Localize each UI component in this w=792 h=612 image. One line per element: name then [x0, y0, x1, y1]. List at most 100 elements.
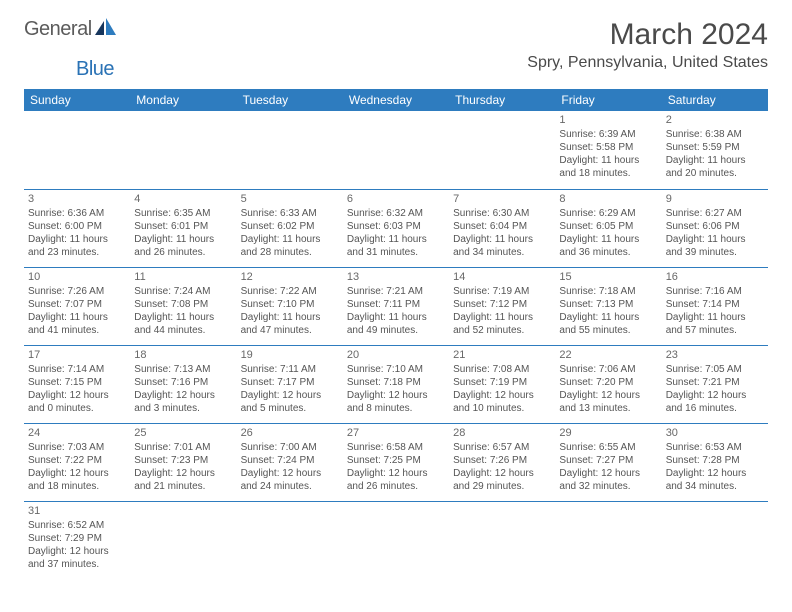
- cell-line: Daylight: 12 hours: [241, 389, 339, 402]
- cell-line: Daylight: 11 hours: [453, 233, 551, 246]
- calendar-cell: 6Sunrise: 6:32 AMSunset: 6:03 PMDaylight…: [343, 189, 449, 267]
- cell-line: Sunrise: 7:19 AM: [453, 285, 551, 298]
- cell-line: Sunset: 7:23 PM: [134, 454, 232, 467]
- cell-line: Daylight: 11 hours: [347, 233, 445, 246]
- brand-logo: General: [24, 18, 119, 41]
- cell-line: Daylight: 11 hours: [559, 154, 657, 167]
- cell-line: and 55 minutes.: [559, 324, 657, 337]
- weekday-header: Saturday: [662, 89, 768, 111]
- cell-line: Sunset: 7:22 PM: [28, 454, 126, 467]
- calendar-cell: 21Sunrise: 7:08 AMSunset: 7:19 PMDayligh…: [449, 345, 555, 423]
- cell-line: Sunset: 7:26 PM: [453, 454, 551, 467]
- calendar-cell: [449, 111, 555, 189]
- calendar-cell: 1Sunrise: 6:39 AMSunset: 5:58 PMDaylight…: [555, 111, 661, 189]
- calendar-week-row: 1Sunrise: 6:39 AMSunset: 5:58 PMDaylight…: [24, 111, 768, 189]
- cell-line: Daylight: 12 hours: [559, 467, 657, 480]
- cell-line: Sunset: 6:04 PM: [453, 220, 551, 233]
- calendar-cell: [662, 501, 768, 579]
- cell-line: Daylight: 11 hours: [347, 311, 445, 324]
- day-number: 12: [241, 270, 339, 284]
- day-number: 22: [559, 348, 657, 362]
- cell-line: Sunset: 7:17 PM: [241, 376, 339, 389]
- calendar-cell: 31Sunrise: 6:52 AMSunset: 7:29 PMDayligh…: [24, 501, 130, 579]
- weekday-header: Tuesday: [237, 89, 343, 111]
- day-number: 31: [28, 504, 126, 518]
- cell-line: Daylight: 11 hours: [559, 311, 657, 324]
- cell-line: and 10 minutes.: [453, 402, 551, 415]
- calendar-cell: [130, 501, 236, 579]
- cell-line: and 8 minutes.: [347, 402, 445, 415]
- cell-line: Sunset: 6:05 PM: [559, 220, 657, 233]
- calendar-cell: 29Sunrise: 6:55 AMSunset: 7:27 PMDayligh…: [555, 423, 661, 501]
- calendar-cell: 20Sunrise: 7:10 AMSunset: 7:18 PMDayligh…: [343, 345, 449, 423]
- cell-line: Sunset: 7:13 PM: [559, 298, 657, 311]
- cell-line: Daylight: 12 hours: [666, 389, 764, 402]
- calendar-cell: 4Sunrise: 6:35 AMSunset: 6:01 PMDaylight…: [130, 189, 236, 267]
- cell-line: Sunrise: 7:16 AM: [666, 285, 764, 298]
- calendar-cell: 3Sunrise: 6:36 AMSunset: 6:00 PMDaylight…: [24, 189, 130, 267]
- cell-line: Daylight: 12 hours: [134, 467, 232, 480]
- cell-line: Daylight: 11 hours: [559, 233, 657, 246]
- calendar-cell: [24, 111, 130, 189]
- calendar-week-row: 3Sunrise: 6:36 AMSunset: 6:00 PMDaylight…: [24, 189, 768, 267]
- cell-line: Sunset: 7:28 PM: [666, 454, 764, 467]
- calendar-cell: 12Sunrise: 7:22 AMSunset: 7:10 PMDayligh…: [237, 267, 343, 345]
- cell-line: Sunset: 6:02 PM: [241, 220, 339, 233]
- cell-line: Sunrise: 6:52 AM: [28, 519, 126, 532]
- cell-line: Sunrise: 6:36 AM: [28, 207, 126, 220]
- day-number: 5: [241, 192, 339, 206]
- day-number: 10: [28, 270, 126, 284]
- calendar-cell: [343, 111, 449, 189]
- cell-line: Sunset: 7:20 PM: [559, 376, 657, 389]
- weekday-header: Sunday: [24, 89, 130, 111]
- cell-line: and 57 minutes.: [666, 324, 764, 337]
- cell-line: and 41 minutes.: [28, 324, 126, 337]
- cell-line: Sunrise: 6:58 AM: [347, 441, 445, 454]
- cell-line: and 49 minutes.: [347, 324, 445, 337]
- weekday-header: Wednesday: [343, 89, 449, 111]
- cell-line: Sunrise: 7:21 AM: [347, 285, 445, 298]
- cell-line: Sunrise: 6:29 AM: [559, 207, 657, 220]
- brand-part1: General: [24, 18, 92, 41]
- day-number: 28: [453, 426, 551, 440]
- calendar-cell: [130, 111, 236, 189]
- cell-line: Sunrise: 6:53 AM: [666, 441, 764, 454]
- cell-line: Sunrise: 7:01 AM: [134, 441, 232, 454]
- cell-line: Sunrise: 6:38 AM: [666, 128, 764, 141]
- calendar-cell: 26Sunrise: 7:00 AMSunset: 7:24 PMDayligh…: [237, 423, 343, 501]
- cell-line: Sunrise: 7:24 AM: [134, 285, 232, 298]
- cell-line: Sunrise: 7:03 AM: [28, 441, 126, 454]
- calendar-cell: 7Sunrise: 6:30 AMSunset: 6:04 PMDaylight…: [449, 189, 555, 267]
- cell-line: Sunrise: 7:11 AM: [241, 363, 339, 376]
- cell-line: Daylight: 12 hours: [347, 467, 445, 480]
- day-number: 15: [559, 270, 657, 284]
- cell-line: and 32 minutes.: [559, 480, 657, 493]
- calendar-cell: 27Sunrise: 6:58 AMSunset: 7:25 PMDayligh…: [343, 423, 449, 501]
- day-number: 8: [559, 192, 657, 206]
- cell-line: Sunrise: 6:55 AM: [559, 441, 657, 454]
- cell-line: Sunset: 6:00 PM: [28, 220, 126, 233]
- calendar-week-row: 24Sunrise: 7:03 AMSunset: 7:22 PMDayligh…: [24, 423, 768, 501]
- cell-line: Sunrise: 7:18 AM: [559, 285, 657, 298]
- cell-line: Sunset: 7:16 PM: [134, 376, 232, 389]
- day-number: 16: [666, 270, 764, 284]
- calendar-cell: 2Sunrise: 6:38 AMSunset: 5:59 PMDaylight…: [662, 111, 768, 189]
- day-number: 19: [241, 348, 339, 362]
- cell-line: Sunrise: 7:06 AM: [559, 363, 657, 376]
- weekday-header: Monday: [130, 89, 236, 111]
- calendar-cell: 16Sunrise: 7:16 AMSunset: 7:14 PMDayligh…: [662, 267, 768, 345]
- cell-line: Daylight: 12 hours: [453, 467, 551, 480]
- calendar-week-row: 17Sunrise: 7:14 AMSunset: 7:15 PMDayligh…: [24, 345, 768, 423]
- sail-icon: [95, 18, 117, 41]
- calendar-cell: 8Sunrise: 6:29 AMSunset: 6:05 PMDaylight…: [555, 189, 661, 267]
- calendar-cell: [555, 501, 661, 579]
- cell-line: and 31 minutes.: [347, 246, 445, 259]
- title-block: March 2024 Spry, Pennsylvania, United St…: [527, 18, 768, 72]
- cell-line: Sunset: 7:10 PM: [241, 298, 339, 311]
- cell-line: Daylight: 11 hours: [666, 154, 764, 167]
- calendar-cell: 23Sunrise: 7:05 AMSunset: 7:21 PMDayligh…: [662, 345, 768, 423]
- cell-line: and 36 minutes.: [559, 246, 657, 259]
- calendar-cell: [237, 111, 343, 189]
- calendar-cell: 14Sunrise: 7:19 AMSunset: 7:12 PMDayligh…: [449, 267, 555, 345]
- cell-line: and 24 minutes.: [241, 480, 339, 493]
